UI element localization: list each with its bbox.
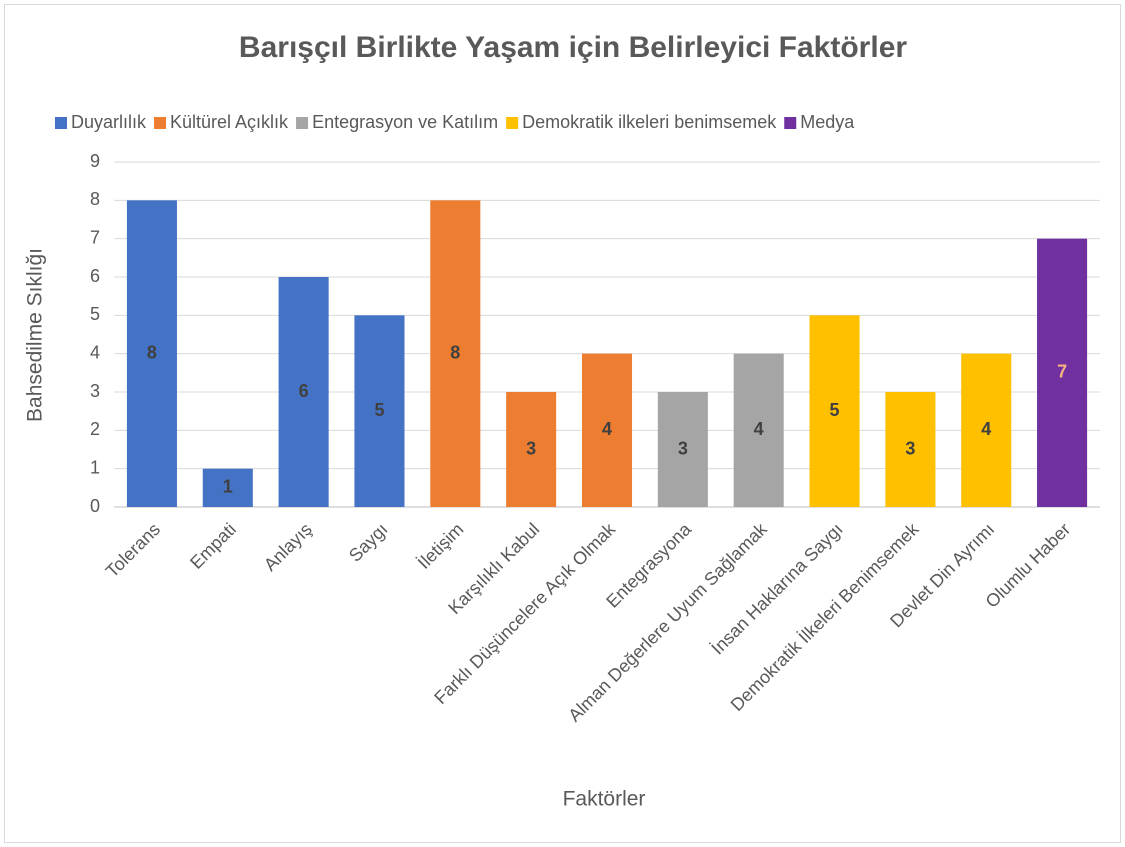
y-tick-label: 0 <box>90 496 100 516</box>
y-tick-label: 7 <box>90 227 100 247</box>
data-label: 5 <box>830 400 840 420</box>
data-label: 8 <box>147 342 157 362</box>
bar <box>885 392 936 507</box>
legend-swatch <box>506 117 519 129</box>
data-label: 1 <box>223 477 233 497</box>
bar <box>581 353 633 507</box>
legend-swatch <box>55 117 67 129</box>
x-axis-label: Faktörler <box>563 788 646 811</box>
y-tick-label: 9 <box>90 151 100 171</box>
y-tick-label: 4 <box>90 342 100 362</box>
bar <box>202 468 253 507</box>
y-tick-label: 1 <box>90 457 100 477</box>
data-label: 3 <box>526 438 536 458</box>
y-tick-label: 6 <box>90 266 100 286</box>
legend-swatch <box>154 117 167 129</box>
y-tick-label: 3 <box>90 381 100 401</box>
data-label: 4 <box>981 419 991 439</box>
legend-label: Entegrasyon ve Katılım <box>312 112 498 132</box>
y-tick-label: 8 <box>90 189 100 209</box>
data-label: 3 <box>678 438 688 458</box>
legend-swatch <box>296 117 309 129</box>
bar <box>126 200 177 508</box>
legend-swatch <box>784 117 797 129</box>
bar <box>506 392 557 507</box>
y-axis-label: Bahsedilme Sıklığı <box>24 248 47 422</box>
legend-label: Kültürel Açıklık <box>170 112 289 132</box>
legend-label: Duyarlılık <box>71 112 147 132</box>
bar <box>354 315 405 507</box>
data-label: 4 <box>602 419 612 439</box>
data-label: 6 <box>299 381 309 401</box>
data-label: 4 <box>754 419 764 439</box>
bar <box>278 277 329 507</box>
bar <box>961 353 1012 507</box>
bar <box>1037 238 1088 507</box>
data-label: 7 <box>1057 362 1067 382</box>
legend-label: Demokratik ilkeleri benimsemek <box>522 112 777 132</box>
y-tick-label: 2 <box>90 419 100 439</box>
y-tick-label: 5 <box>90 304 100 324</box>
data-label: 5 <box>374 400 384 420</box>
bar <box>657 392 708 507</box>
bar <box>430 200 481 508</box>
legend-label: Medya <box>800 112 855 132</box>
bar <box>809 315 860 507</box>
data-label: 3 <box>905 438 915 458</box>
bar <box>733 353 784 507</box>
chart-title: Barışçıl Birlikte Yaşam için Belirleyici… <box>239 31 907 64</box>
data-label: 8 <box>450 342 460 362</box>
